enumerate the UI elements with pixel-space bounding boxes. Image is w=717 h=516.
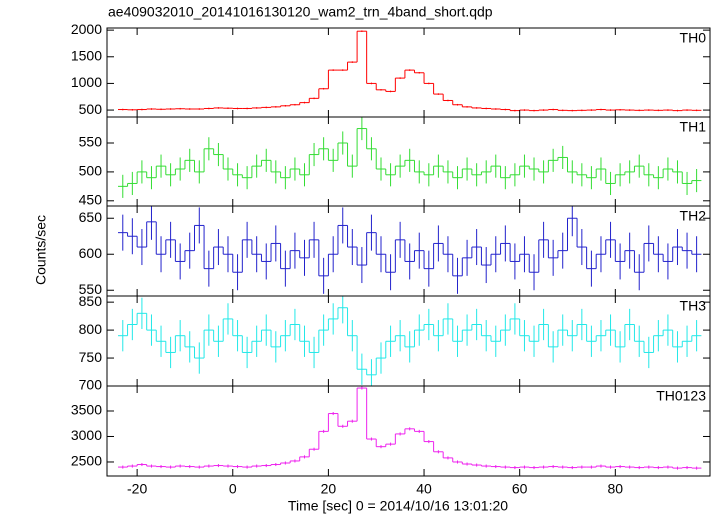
y-tick-label: 600: [79, 245, 103, 261]
y-tick-label: 800: [79, 321, 103, 337]
y-tick-label: 550: [79, 134, 103, 150]
y-tick-label: 3000: [71, 427, 102, 443]
panel: [117, 296, 702, 386]
y-tick-label: 3500: [71, 402, 102, 418]
y-tick-label: 550: [79, 281, 103, 297]
y-tick-label: 2000: [71, 21, 102, 37]
panel: [117, 386, 702, 470]
panel-frame: [106, 205, 711, 297]
y-tick-label: 500: [79, 163, 103, 179]
y-tick-label: 2500: [71, 453, 102, 469]
panel: [117, 30, 702, 112]
x-axis-label: Time [sec] 0 = 2014/10/16 13:01:20: [288, 498, 508, 514]
x-tick-label: 20: [321, 481, 337, 497]
panel-frame: [106, 116, 711, 207]
panel-frame: [106, 27, 711, 118]
x-tick-label: 60: [512, 481, 528, 497]
x-tick-label: 40: [416, 481, 432, 497]
panel-frame: [106, 385, 711, 477]
y-tick-label: 450: [79, 192, 103, 208]
panel-label: TH0: [680, 30, 707, 46]
panel-label: TH1: [680, 119, 707, 135]
panel-label: TH0123: [656, 388, 706, 404]
chart-title: ae409032010_20141016130120_wam2_trn_4ban…: [108, 4, 493, 20]
y-tick-label: 850: [79, 293, 103, 309]
panel-label: TH2: [680, 208, 707, 224]
y-tick-label: 1000: [71, 74, 102, 90]
y-tick-label: 1500: [71, 47, 102, 63]
panel-label: TH3: [680, 298, 707, 314]
y-tick-label: 650: [79, 209, 103, 225]
y-tick-label: 700: [79, 377, 103, 393]
x-tick-label: 0: [229, 481, 237, 497]
x-tick-label: 80: [608, 481, 624, 497]
panel-frame: [106, 295, 711, 387]
panel: [117, 117, 702, 198]
y-tick-label: 750: [79, 349, 103, 365]
panel: [117, 206, 702, 294]
y-axis-label: Counts/sec: [33, 215, 49, 285]
x-tick-label: -20: [127, 481, 147, 497]
y-tick-label: 500: [79, 101, 103, 117]
